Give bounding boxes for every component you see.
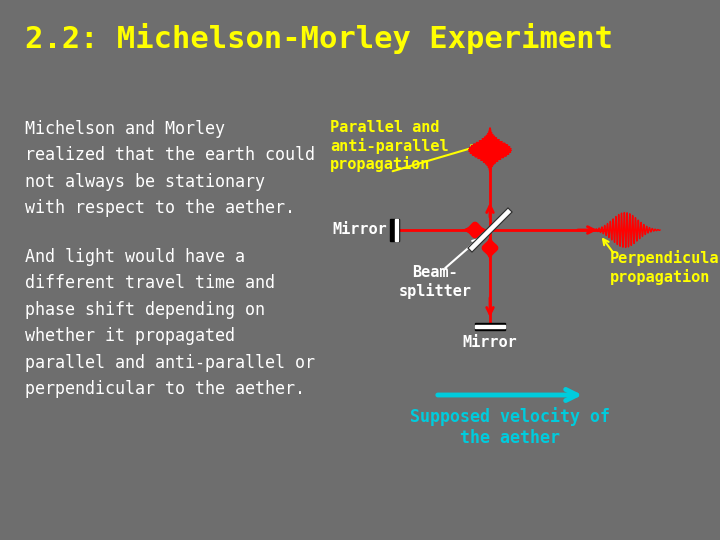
Bar xyxy=(475,325,505,328)
Bar xyxy=(395,219,398,241)
Text: 2.2: Michelson-Morley Experiment: 2.2: Michelson-Morley Experiment xyxy=(25,23,613,53)
Text: Beam-
splitter: Beam- splitter xyxy=(398,265,472,299)
Text: Parallel and
anti-parallel
propagation: Parallel and anti-parallel propagation xyxy=(330,120,449,172)
Text: Mirror: Mirror xyxy=(332,222,387,238)
Bar xyxy=(390,219,399,241)
Text: And light would have a
different travel time and
phase shift depending on
whethe: And light would have a different travel … xyxy=(25,248,315,398)
Text: Mirror: Mirror xyxy=(463,335,518,350)
Text: Michelson and Morley
realized that the earth could
not always be stationary
with: Michelson and Morley realized that the e… xyxy=(25,120,315,217)
Bar xyxy=(475,323,505,330)
Text: Perpendicular
propagation: Perpendicular propagation xyxy=(610,250,720,285)
Text: Supposed velocity of
the aether: Supposed velocity of the aether xyxy=(410,407,610,447)
